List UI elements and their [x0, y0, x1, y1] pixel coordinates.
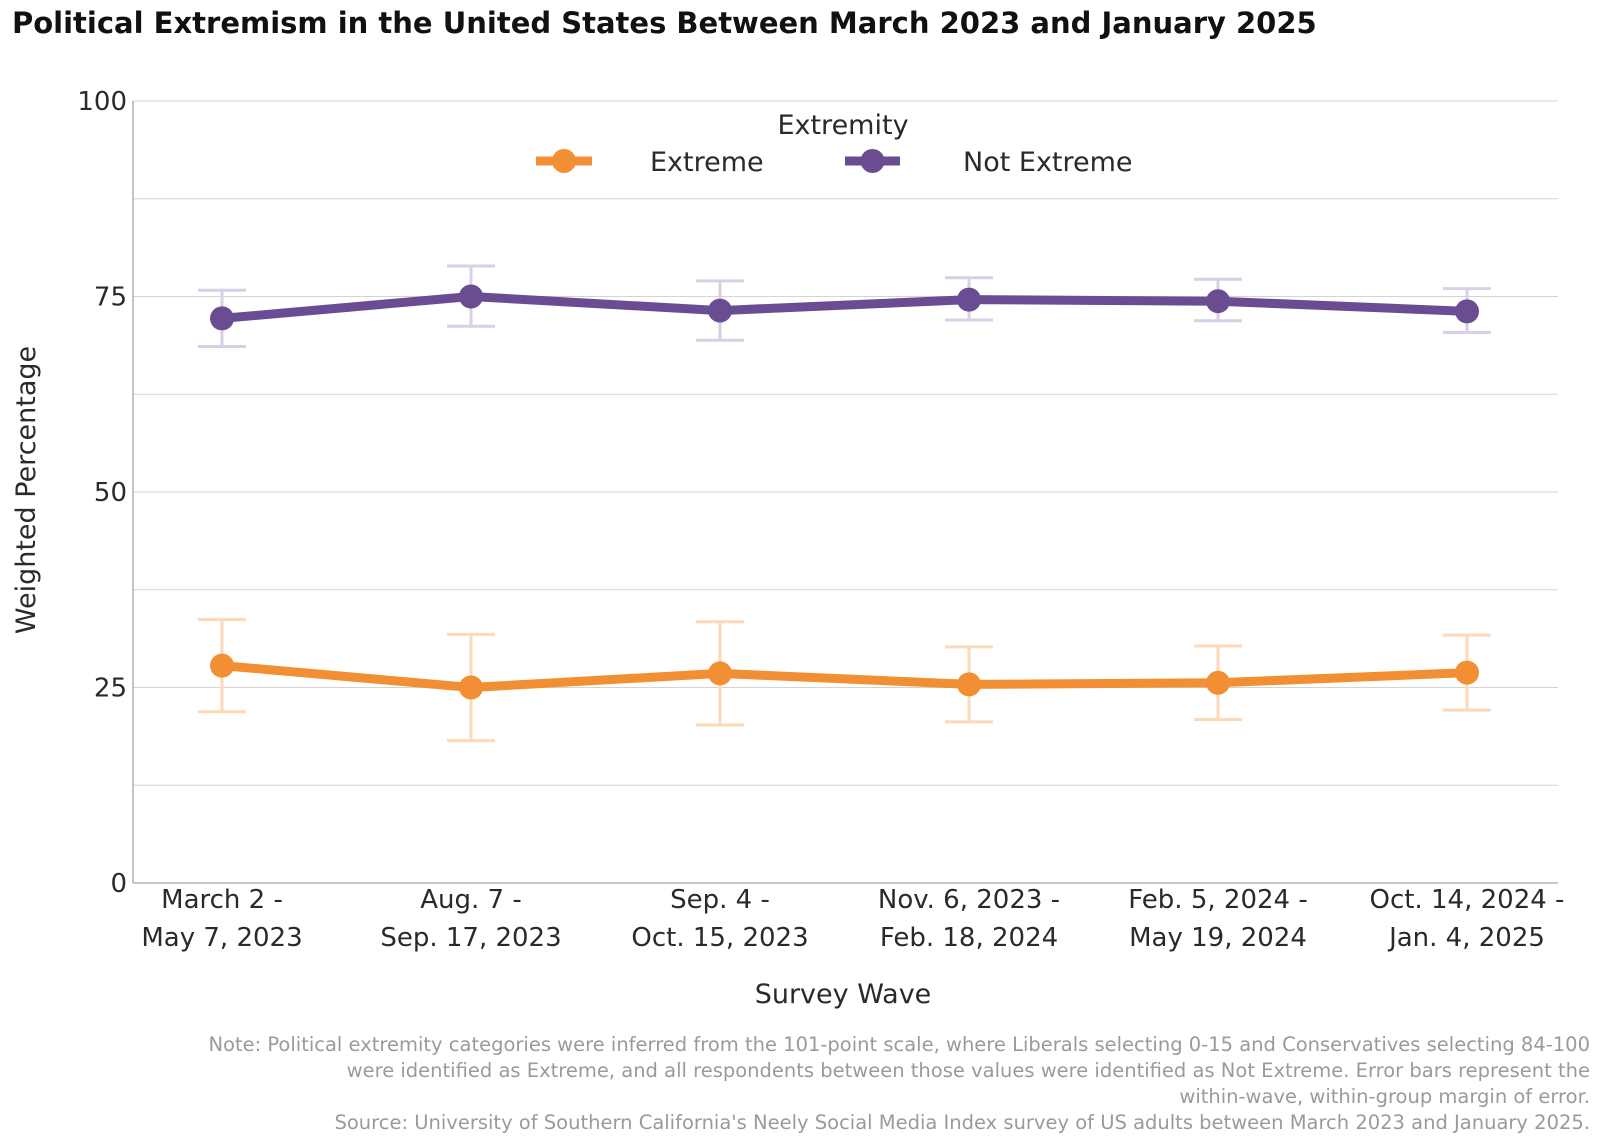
- y-tick-label: 100: [77, 87, 127, 117]
- data-point-extreme: [1455, 660, 1479, 685]
- legend: Extremity Extreme Not Extreme: [536, 110, 1133, 178]
- chart-title: Political Extremism in the United States…: [12, 6, 1317, 40]
- legend-label: Extreme: [650, 147, 764, 178]
- legend-title: Extremity: [777, 110, 908, 141]
- data-point-not-extreme: [708, 298, 732, 323]
- data-point-not-extreme: [459, 284, 483, 309]
- data-point-extreme: [210, 653, 234, 678]
- data-point-extreme: [708, 661, 732, 686]
- data-points: [210, 284, 1479, 700]
- data-point-not-extreme: [1455, 299, 1479, 324]
- note-line: were identified as Extreme, and all resp…: [346, 1059, 1590, 1082]
- legend-item-extreme: Extreme: [536, 147, 764, 178]
- chart-notes: Note: Political extremity categories wer…: [10, 1032, 1590, 1136]
- x-axis-title: Survey Wave: [755, 979, 932, 1010]
- data-point-extreme: [459, 675, 483, 700]
- gridlines: [133, 100, 1558, 786]
- y-tick-label: 25: [94, 674, 127, 704]
- data-point-extreme: [1206, 670, 1230, 695]
- legend-swatch-marker: [552, 149, 576, 173]
- legend-label: Not Extreme: [963, 147, 1133, 178]
- x-tick-label: Nov. 6, 2023 -Feb. 18, 2024: [878, 885, 1060, 953]
- y-axis-title: Weighted Percentage: [11, 346, 42, 634]
- data-point-not-extreme: [957, 287, 981, 312]
- line-chart: 0 25 50 75 100 March 2 -May 7, 2023 Aug. 7 -Se…: [11, 87, 1564, 1010]
- y-tick-label: 75: [94, 283, 127, 313]
- series-line-not-extreme: [217, 292, 1472, 323]
- x-tick-label: Feb. 5, 2024 -May 19, 2024: [1128, 885, 1307, 953]
- x-tick-label: Oct. 14, 2024 -Jan. 4, 2025: [1370, 885, 1565, 953]
- x-tick-label: Aug. 7 -Sep. 17, 2023: [380, 885, 561, 953]
- legend-item-not-extreme: Not Extreme: [845, 147, 1133, 178]
- data-point-not-extreme: [1206, 289, 1230, 314]
- y-tick-label: 0: [110, 869, 127, 899]
- y-tick-label: 50: [94, 478, 127, 508]
- error-bars: [198, 264, 1491, 743]
- data-point-not-extreme: [210, 306, 234, 331]
- axes: 0 25 50 75 100 March 2 -May 7, 2023 Aug. 7 -Se…: [77, 87, 1564, 953]
- x-tick-label: March 2 -May 7, 2023: [141, 885, 302, 953]
- legend-swatch-marker: [860, 149, 885, 173]
- x-tick-label: Sep. 4 -Oct. 15, 2023: [631, 885, 808, 953]
- data-point-extreme: [957, 672, 981, 697]
- source-line: Source: University of Southern Californi…: [334, 1111, 1591, 1134]
- note-line: Note: Political extremity categories wer…: [208, 1033, 1590, 1056]
- note-line: within-wave, within-group margin of erro…: [1179, 1085, 1590, 1108]
- series-lines: [217, 292, 1472, 692]
- series-line-extreme: [217, 661, 1472, 692]
